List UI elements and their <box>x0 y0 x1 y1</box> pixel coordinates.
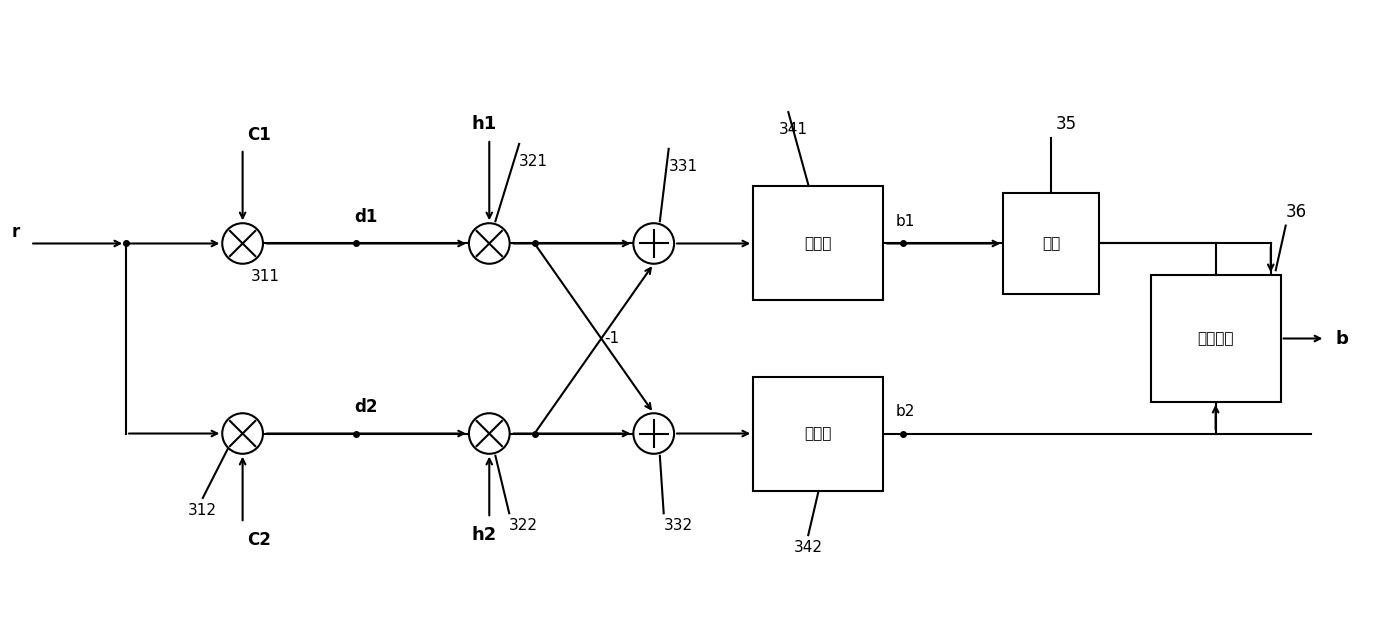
Text: d2: d2 <box>354 397 377 416</box>
Circle shape <box>469 223 509 264</box>
Text: b2: b2 <box>896 404 915 419</box>
Circle shape <box>633 223 674 264</box>
Bar <box>1003 193 1099 294</box>
Text: b: b <box>1335 330 1348 348</box>
Text: 311: 311 <box>250 269 279 284</box>
Text: 331: 331 <box>669 158 698 174</box>
Text: 判决器: 判决器 <box>805 236 832 251</box>
Text: C1: C1 <box>248 126 271 144</box>
Text: 36: 36 <box>1285 203 1307 220</box>
Circle shape <box>633 413 674 454</box>
Circle shape <box>223 413 263 454</box>
Circle shape <box>223 223 263 264</box>
Text: 内插合并: 内插合并 <box>1197 331 1234 346</box>
Text: C2: C2 <box>248 531 271 549</box>
Text: 321: 321 <box>519 154 548 169</box>
Text: h2: h2 <box>472 526 497 544</box>
Text: 332: 332 <box>663 518 694 533</box>
Text: 322: 322 <box>509 518 538 533</box>
Text: b1: b1 <box>896 213 915 229</box>
Bar <box>1150 275 1281 402</box>
Text: -1: -1 <box>604 331 619 346</box>
Text: 341: 341 <box>779 122 808 137</box>
Bar <box>753 187 883 300</box>
Text: 35: 35 <box>1057 115 1077 134</box>
Text: 判决器: 判决器 <box>805 426 832 441</box>
Bar <box>753 376 883 491</box>
Text: r: r <box>12 222 21 241</box>
Text: 延时: 延时 <box>1042 236 1061 251</box>
Text: 312: 312 <box>189 503 217 518</box>
Text: h1: h1 <box>472 115 497 133</box>
Text: d1: d1 <box>354 208 377 226</box>
Text: 342: 342 <box>794 540 823 555</box>
Circle shape <box>469 413 509 454</box>
